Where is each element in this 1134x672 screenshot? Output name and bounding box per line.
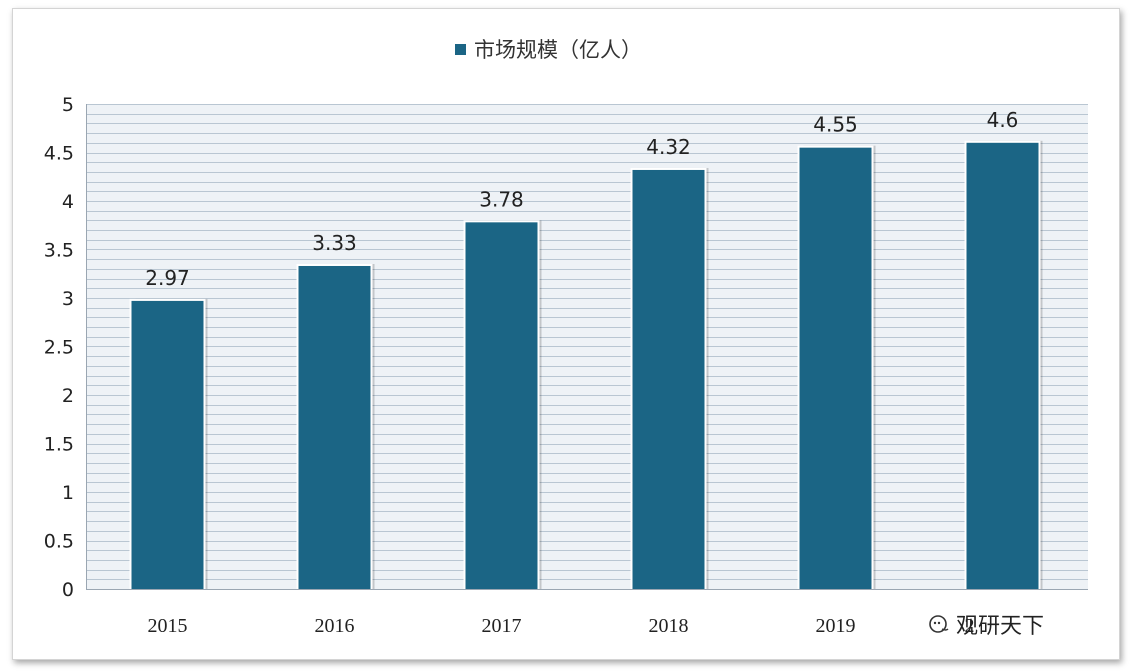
x-tick-label: 2015	[148, 615, 188, 637]
data-label: 2.97	[145, 266, 190, 290]
y-tick-label: 0.5	[44, 531, 74, 553]
x-tick-label: 2017	[482, 615, 522, 637]
data-label: 3.33	[312, 231, 357, 255]
x-tick-label: 2018	[649, 615, 689, 637]
x-tick-label: 2019	[816, 615, 856, 637]
data-label: 3.78	[479, 187, 524, 211]
bar	[465, 222, 538, 589]
y-tick-label: 3	[62, 288, 74, 310]
x-tick-label: 2	[965, 615, 975, 637]
legend-label: 市场规模（亿人）	[474, 38, 642, 62]
bar	[799, 147, 872, 589]
y-tick-label: 2	[62, 385, 74, 407]
watermark: 观研天下	[928, 608, 1044, 640]
y-tick-label: 1	[62, 482, 74, 504]
chart-legend: 市场规模（亿人）	[455, 34, 642, 64]
chat-bubble-icon	[929, 615, 949, 633]
bar	[131, 300, 204, 589]
y-tick-label: 4.5	[44, 143, 74, 165]
y-tick-label: 2.5	[44, 337, 74, 359]
bar	[298, 265, 371, 589]
y-tick-label: 1.5	[44, 434, 74, 456]
bar	[632, 169, 705, 589]
bar	[966, 142, 1039, 590]
y-tick-label: 3.5	[44, 240, 74, 262]
y-tick-label: 4	[62, 191, 74, 213]
data-label: 4.55	[813, 113, 858, 137]
data-label: 4.32	[646, 135, 691, 159]
watermark-text: 观研天下	[956, 614, 1045, 639]
legend-swatch	[455, 43, 466, 55]
data-label: 4.6	[987, 108, 1019, 132]
x-tick-label: 2016	[315, 615, 355, 637]
y-tick-label: 5	[62, 94, 74, 116]
y-tick-label: 0	[62, 579, 74, 601]
